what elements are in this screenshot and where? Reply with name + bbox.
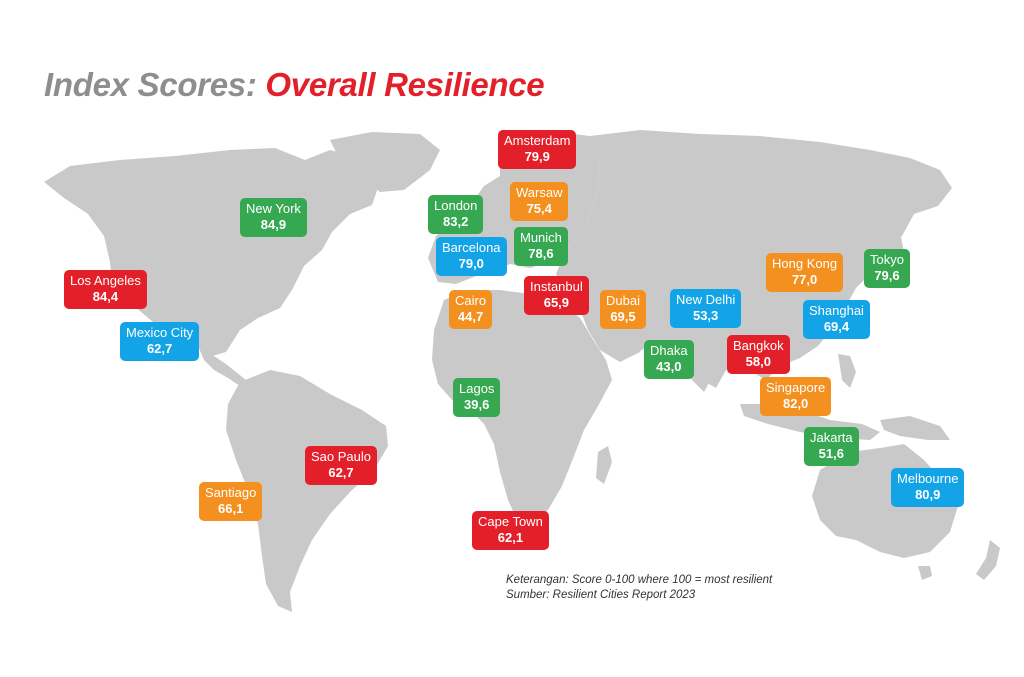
city-label-munich: Munich 78,6 [514,227,568,266]
arabia-landmass [578,300,648,362]
city-score: 69,4 [823,319,850,334]
city-label-hong-kong: Hong Kong 77,0 [766,253,844,292]
city-score: 62,1 [497,530,524,545]
city-name: Los Angeles [70,273,141,288]
city-name: Cairo [455,293,487,308]
city-score: 62,7 [146,341,173,356]
city-score: 39,6 [464,397,490,412]
page-title: Index Scores: Overall Resilience [44,66,545,104]
city-label-bangkok: Bangkok 58,0 [727,335,790,374]
africa-landmass [432,290,612,526]
city-label-cairo: Cairo 44,7 [449,290,493,329]
city-name: Sao Paulo [311,449,371,464]
city-label-amsterdam: Amsterdam 79,9 [498,130,577,169]
north-america-landmass [44,148,380,356]
madagascar-landmass [596,446,612,484]
city-label-mexico-city: Mexico City 62,7 [120,322,200,361]
city-score: 77,0 [791,272,818,287]
city-score: 62,7 [328,465,354,480]
city-name: Santiago [205,485,257,500]
city-score: 84,4 [92,289,119,304]
map-notes: Keterangan: Score 0-100 where 100 = most… [506,573,772,603]
city-label-new-delhi: New Delhi 53,3 [670,289,742,328]
greenland-landmass [330,132,440,192]
city-name: Amsterdam [504,133,571,148]
city-label-sao-paulo: Sao Paulo 62,7 [305,446,377,485]
city-label-shanghai: Shanghai 69,4 [803,300,870,339]
city-name: Instanbul [530,279,583,294]
city-name: Cape Town [478,514,543,529]
city-name: Tokyo [870,252,904,267]
city-score: 75,4 [526,201,552,216]
city-name: Lagos [459,381,495,396]
city-label-tokyo: Tokyo 79,6 [864,249,910,288]
city-score: 69,5 [610,309,636,324]
new-zealand-landmass [976,540,1000,580]
city-name: Warsaw [516,185,563,200]
city-name: New Delhi [676,292,736,307]
city-label-dubai: Dubai 69,5 [600,290,646,329]
city-name: Bangkok [733,338,784,353]
city-score: 65,9 [543,295,570,310]
city-score: 84,9 [260,217,287,232]
city-score: 53,3 [692,308,719,323]
city-label-barcelona: Barcelona 79,0 [436,237,507,276]
city-label-melbourne: Melbourne 80,9 [891,468,965,507]
city-label-santiago: Santiago 66,1 [199,482,263,521]
city-name: Shanghai [809,303,864,318]
city-label-warsaw: Warsaw 75,4 [510,182,569,221]
tasmania-landmass [918,566,932,580]
city-label-instanbul: Instanbul 65,9 [524,276,589,315]
south-america-landmass [226,370,388,612]
title-highlight: Overall Resilience [265,66,545,103]
city-name: Munich [520,230,562,245]
city-score: 58,0 [745,354,771,369]
city-score: 78,6 [528,246,554,261]
city-label-new-york: New York 84,9 [240,198,307,237]
city-label-los-angeles: Los Angeles 84,4 [64,270,147,309]
city-label-jakarta: Jakarta 51,6 [804,427,859,466]
city-score: 82,0 [782,396,809,411]
source-note: Sumber: Resilient Cities Report 2023 [506,589,696,601]
city-score: 79,9 [524,149,550,164]
city-name: New York [246,201,301,216]
city-label-cape-town: Cape Town 62,1 [472,511,549,550]
city-name: Hong Kong [772,256,838,271]
city-label-london: London 83,2 [428,195,484,234]
city-name: Barcelona [442,240,501,255]
city-name: Singapore [766,380,826,395]
city-score: 43,0 [656,359,682,374]
city-label-dhaka: Dhaka 43,0 [644,340,694,379]
city-name: Dhaka [650,343,688,358]
city-score: 79,6 [874,268,900,283]
city-label-singapore: Singapore 82,0 [760,377,832,416]
asia-landmass [556,130,952,388]
city-score: 66,1 [218,501,244,516]
new-guinea-landmass [880,416,950,440]
city-score: 79,0 [458,256,484,271]
city-score: 51,6 [818,446,844,461]
philippines-landmass [838,354,856,388]
title-prefix: Index Scores: [44,66,257,103]
city-name: Melbourne [897,471,959,486]
city-name: Jakarta [810,430,853,445]
city-label-lagos: Lagos 39,6 [453,378,501,417]
city-name: Mexico City [126,325,194,340]
city-score: 83,2 [443,214,469,229]
city-score: 80,9 [915,487,941,502]
central-america-landmass [198,346,246,386]
city-name: London [434,198,478,213]
legend-note: Keterangan: Score 0-100 where 100 = most… [506,574,773,586]
city-score: 44,7 [457,309,484,324]
city-name: Dubai [606,293,640,308]
